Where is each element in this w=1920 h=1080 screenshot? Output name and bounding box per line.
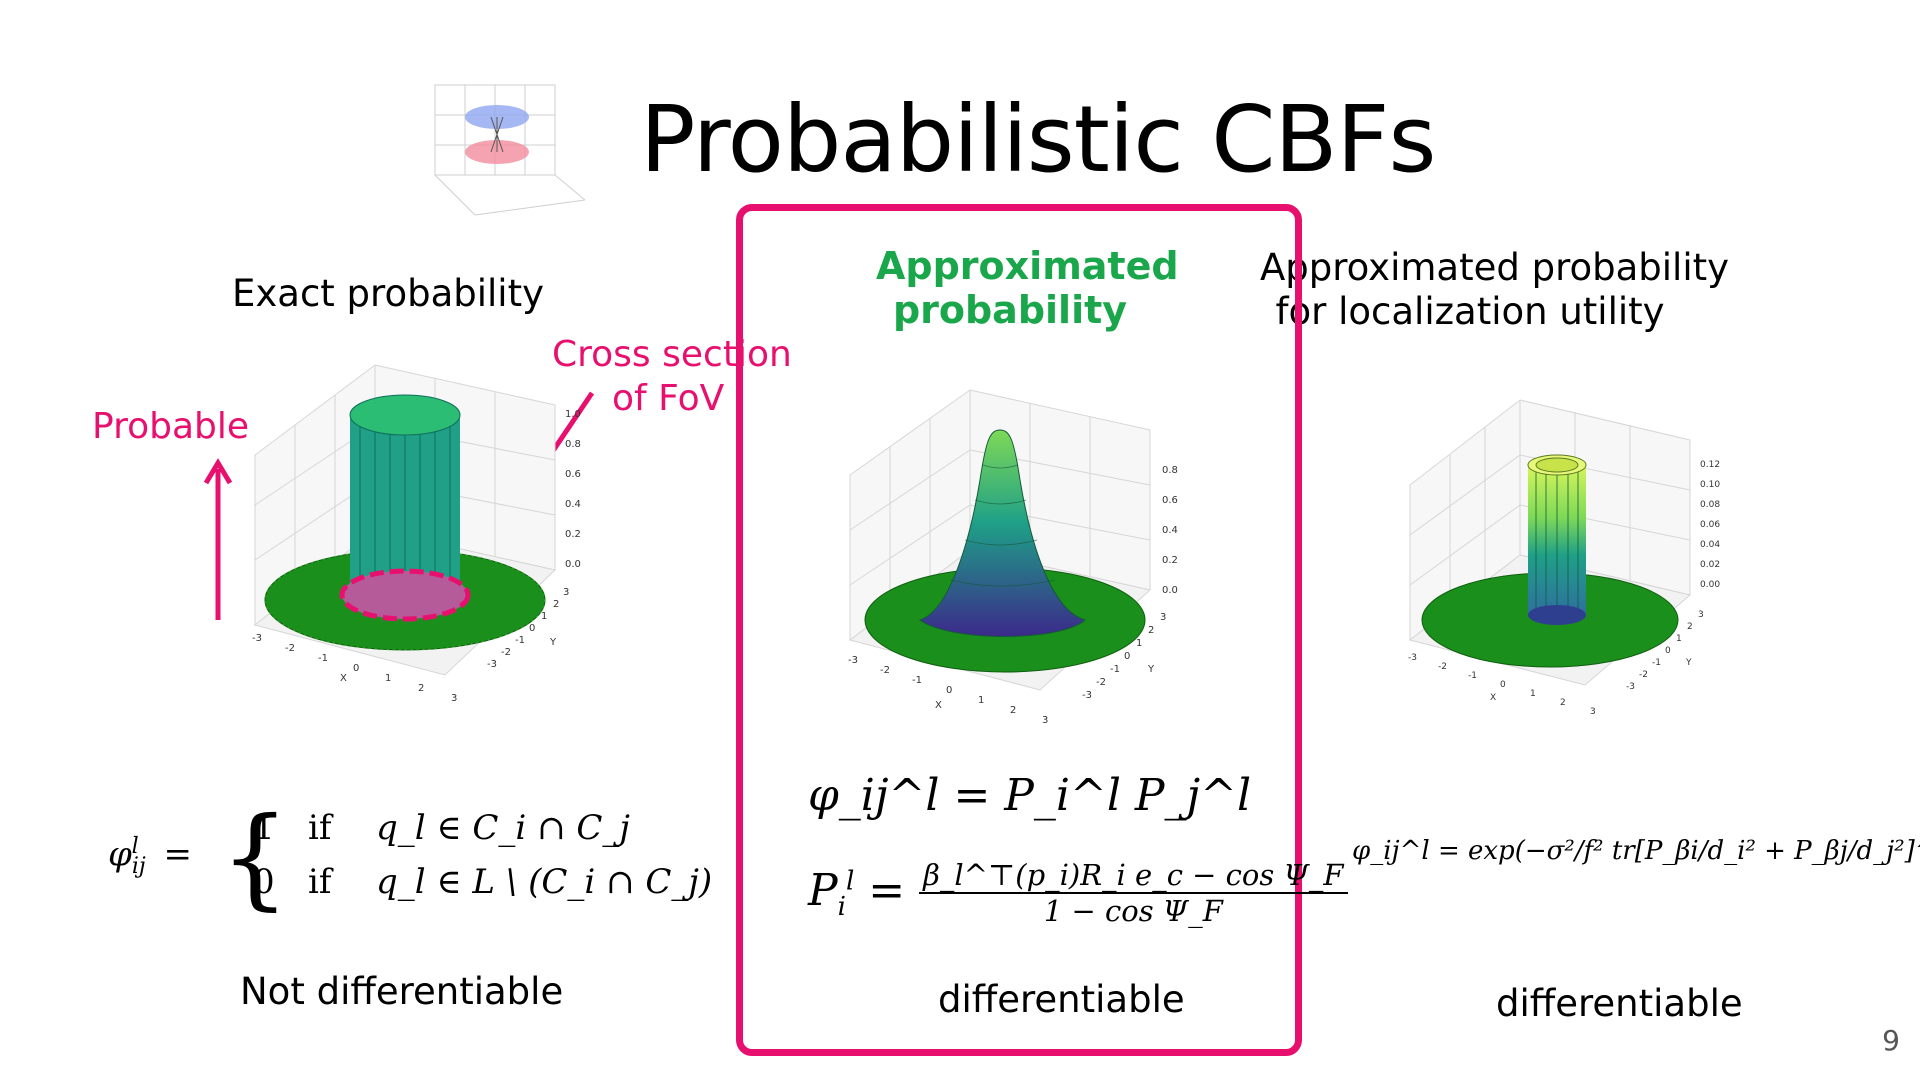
plot3-z-tick: 0.06	[1700, 520, 1720, 530]
plot3-y-tick: 0	[1665, 646, 1671, 656]
plot2-x-tick: 0	[946, 685, 952, 696]
plot1-y-tick: 3	[563, 587, 569, 598]
heading-approximated-line1: Approximated	[876, 244, 1179, 288]
plot1-x-tick: -3	[252, 633, 262, 644]
plot-localization-utility: 0.12 0.10 0.08 0.06 0.04 0.02 0.00 -3 -2…	[1408, 399, 1720, 717]
plot2-y-tick: -2	[1096, 677, 1106, 688]
plot3-y-tick: 1	[1676, 634, 1682, 644]
highlight-box	[736, 204, 1302, 1056]
plot1-x-tick: 3	[451, 693, 457, 704]
plot2-x-tick: -3	[848, 655, 858, 666]
up-arrow-icon	[203, 458, 233, 620]
case1-value: 1	[253, 808, 275, 848]
case2-value: 0	[253, 862, 275, 902]
plot2-x-tick: 2	[1010, 705, 1016, 716]
plot3-y-tick: 2	[1687, 622, 1693, 632]
plot1-z-tick: 1.0	[565, 409, 581, 420]
plot-approximated-probability: 0.8 0.6 0.4 0.2 0.0 -3 -2 -1 0 1 2 3 X 3…	[848, 389, 1178, 726]
plot2-y-tick: -1	[1110, 664, 1120, 675]
page-number: 9	[1882, 1024, 1900, 1057]
plot1-y-tick: 2	[553, 599, 559, 610]
plot2-x-tick: -1	[912, 675, 922, 686]
caption-not-differentiable: Not differentiable	[240, 970, 564, 1013]
plot3-z-tick: 0.02	[1700, 560, 1720, 570]
plot3-y-tick: 3	[1698, 610, 1704, 620]
plot2-y-tick: -3	[1082, 690, 1092, 701]
case2-if: if	[308, 862, 332, 902]
heading-approximated-line2: probability	[892, 288, 1128, 332]
plot1-y-tick: 1	[541, 611, 547, 622]
plot1-x-tick: -1	[318, 653, 328, 664]
heading-localization-line2: for localization utility	[1275, 290, 1665, 333]
plot3-x-tick: -2	[1438, 662, 1447, 672]
plot1-x-tick: 1	[385, 673, 391, 684]
plot2-y-label: Y	[1147, 664, 1155, 675]
plot3-z-tick: 0.12	[1700, 460, 1720, 470]
thumbnail-3d-figure	[434, 84, 586, 216]
plot2-y-tick: 3	[1160, 612, 1166, 623]
plot3-x-label: X	[1490, 693, 1496, 703]
heading-localization-line1: Approximated probability	[1260, 246, 1730, 289]
plot3-y-tick: -2	[1639, 670, 1648, 680]
plot3-x-tick: 2	[1560, 698, 1566, 708]
case1-if: if	[308, 808, 332, 848]
plot1-y-tick: 0	[529, 623, 535, 634]
plot1-y-label: Y	[549, 637, 557, 648]
equation-localization: φ_ij^l = exp(−σ²/f² tr[P_βi/d_i² + P_βj/…	[1352, 836, 1920, 866]
plot3-z-tick: 0.10	[1700, 480, 1720, 490]
plot3-z-tick: 0.00	[1700, 580, 1720, 590]
plot3-x-tick: 0	[1500, 680, 1506, 690]
case2-expr: q_l ∈ L \ (C_i ∩ C_j)	[376, 862, 713, 902]
plot2-z-tick: 0.0	[1162, 585, 1178, 596]
slide-title: Probabilistic CBFs	[640, 86, 1436, 193]
plot3-y-label: Y	[1685, 658, 1692, 668]
plot2-z-tick: 0.4	[1162, 525, 1178, 536]
plot3-z-tick: 0.08	[1700, 500, 1720, 510]
plot2-x-tick: 3	[1042, 715, 1048, 726]
plot1-y-tick: -2	[501, 647, 511, 658]
equation-approx-product: φ_ij^l = P_i^l P_j^l	[808, 770, 1252, 821]
probable-label: Probable	[92, 406, 250, 447]
plot1-z-tick: 0.2	[565, 529, 581, 540]
plot2-z-tick: 0.6	[1162, 495, 1178, 506]
plot2-z-tick: 0.8	[1162, 465, 1178, 476]
plot1-z-tick: 0.4	[565, 499, 581, 510]
equation-approx-prob: Pil = β_l^⊤(p_i)R_i e_c − cos Ψ_F 1 − co…	[808, 858, 1348, 928]
cross-section-label-line2: of FoV	[612, 378, 725, 419]
plot2-y-tick: 0	[1124, 651, 1130, 662]
plot1-x-tick: -2	[285, 643, 295, 654]
plot2-x-tick: -2	[880, 665, 890, 676]
plot3-x-tick: 3	[1590, 707, 1596, 717]
plot1-x-tick: 0	[353, 663, 359, 674]
plot1-z-tick: 0.0	[565, 559, 581, 570]
eq2b-denominator: 1 − cos Ψ_F	[1043, 894, 1223, 928]
plot3-z-tick: 0.04	[1700, 540, 1720, 550]
plot3-x-tick: -3	[1408, 653, 1417, 663]
plot2-z-tick: 0.2	[1162, 555, 1178, 566]
caption-differentiable-localization: differentiable	[1496, 982, 1743, 1025]
cross-section-label-line1: Cross section	[552, 334, 792, 375]
plot1-x-tick: 2	[418, 683, 424, 694]
plot3-x-tick: 1	[1530, 689, 1536, 699]
eq2b-numerator: β_l^⊤(p_i)R_i e_c − cos Ψ_F	[919, 858, 1348, 894]
plot1-z-tick: 0.6	[565, 469, 581, 480]
plot3-y-tick: -3	[1626, 682, 1635, 692]
plot2-x-tick: 1	[978, 695, 984, 706]
plot-exact-probability: 1.0 0.8 0.6 0.4 0.2 0.0 -3 -2 -1 0 1 2 3…	[252, 364, 581, 704]
plot3-y-tick: -1	[1652, 658, 1661, 668]
plot3-x-tick: -1	[1468, 671, 1477, 681]
case1-expr: q_l ∈ C_i ∩ C_j	[376, 808, 630, 848]
plot2-x-label: X	[935, 700, 942, 711]
plot1-y-tick: -3	[487, 659, 497, 670]
plot1-y-tick: -1	[515, 635, 525, 646]
plot1-z-tick: 0.8	[565, 439, 581, 450]
heading-exact-probability: Exact probability	[232, 272, 544, 315]
plot2-y-tick: 2	[1148, 625, 1154, 636]
plot1-x-label: X	[340, 673, 347, 684]
caption-differentiable-approx: differentiable	[938, 978, 1185, 1021]
plot2-y-tick: 1	[1136, 638, 1142, 649]
